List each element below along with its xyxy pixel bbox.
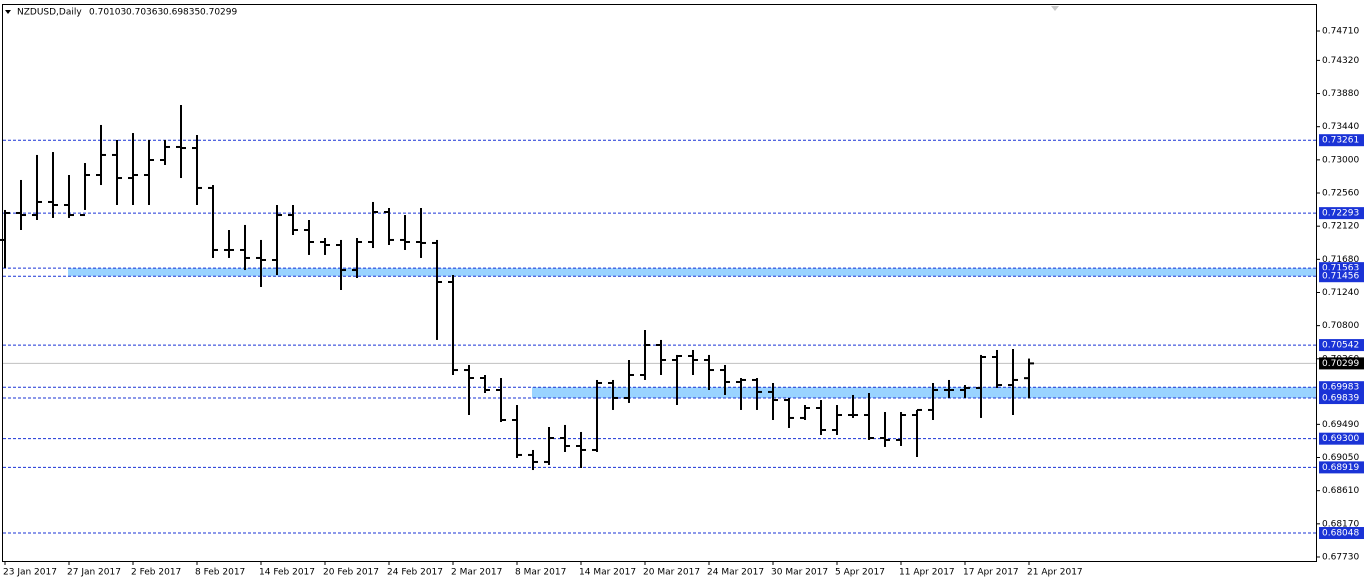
x-tick-label: 23 Jan 2017 bbox=[3, 568, 57, 578]
level-label: 0.71456 bbox=[1322, 272, 1359, 282]
header-high: 0.70363 bbox=[126, 8, 163, 18]
y-tick-label: 0.69050 bbox=[1322, 453, 1359, 463]
x-tick-label: 8 Feb 2017 bbox=[195, 568, 245, 578]
y-tick-label: 0.74320 bbox=[1322, 56, 1359, 66]
y-tick-label: 0.73440 bbox=[1322, 122, 1359, 132]
x-tick-label: 20 Mar 2017 bbox=[643, 568, 700, 578]
header-low: 0.69835 bbox=[163, 8, 200, 18]
menu-arrow[interactable] bbox=[5, 10, 11, 14]
chart-title: NZDUSD,Daily bbox=[17, 8, 82, 18]
y-tick-label: 0.73000 bbox=[1322, 155, 1359, 165]
current-price-label: 0.70299 bbox=[1322, 359, 1359, 369]
shift-marker bbox=[1051, 6, 1059, 11]
current-price-label-bg bbox=[1319, 357, 1364, 370]
level-label-bg bbox=[1319, 207, 1364, 220]
x-tick-label: 5 Apr 2017 bbox=[835, 568, 885, 578]
level-label-bg bbox=[1319, 432, 1364, 445]
x-tick-label: 24 Feb 2017 bbox=[387, 568, 443, 578]
x-tick-label: 21 Apr 2017 bbox=[1027, 568, 1083, 578]
level-label: 0.72293 bbox=[1322, 209, 1359, 219]
plot-frame bbox=[2, 4, 1317, 562]
x-tick-label: 14 Feb 2017 bbox=[259, 568, 315, 578]
y-tick-label: 0.72560 bbox=[1322, 189, 1359, 199]
y-tick-label: 0.68610 bbox=[1322, 486, 1359, 496]
x-tick-label: 20 Feb 2017 bbox=[323, 568, 379, 578]
y-tick-label: 0.69490 bbox=[1322, 420, 1359, 430]
level-label-bg bbox=[1319, 270, 1364, 283]
level-label: 0.68919 bbox=[1322, 463, 1359, 473]
x-tick-label: 27 Jan 2017 bbox=[67, 568, 121, 578]
level-label: 0.71563 bbox=[1322, 264, 1359, 274]
level-label: 0.73261 bbox=[1322, 136, 1359, 146]
level-label-bg bbox=[1319, 527, 1364, 540]
header-close: 0.70299 bbox=[200, 8, 237, 18]
y-tick-label: 0.74710 bbox=[1322, 26, 1359, 36]
level-label-bg bbox=[1319, 392, 1364, 405]
x-tick-label: 11 Apr 2017 bbox=[899, 568, 955, 578]
y-tick-label: 0.67730 bbox=[1322, 552, 1359, 562]
zone bbox=[532, 387, 1316, 399]
x-tick-label: 2 Feb 2017 bbox=[131, 568, 181, 578]
x-tick-label: 2 Mar 2017 bbox=[451, 568, 502, 578]
level-label: 0.69983 bbox=[1322, 383, 1359, 393]
y-tick-label: 0.73880 bbox=[1322, 89, 1359, 99]
level-label-bg bbox=[1319, 339, 1364, 352]
level-label-bg bbox=[1319, 134, 1364, 147]
y-tick-label: 0.72120 bbox=[1322, 222, 1359, 232]
level-label: 0.69300 bbox=[1322, 434, 1359, 444]
level-label-bg bbox=[1319, 461, 1364, 474]
x-tick-label: 8 Mar 2017 bbox=[515, 568, 566, 578]
x-tick-label: 24 Mar 2017 bbox=[707, 568, 764, 578]
zone bbox=[68, 268, 1316, 277]
y-tick-label: 0.71240 bbox=[1322, 288, 1359, 298]
y-tick-label: 0.71680 bbox=[1322, 255, 1359, 265]
level-label: 0.70542 bbox=[1322, 341, 1359, 351]
header-open: 0.70103 bbox=[89, 8, 126, 18]
y-tick-label: 0.70800 bbox=[1322, 321, 1359, 331]
level-label-bg bbox=[1319, 381, 1364, 394]
x-tick-label: 17 Apr 2017 bbox=[963, 568, 1019, 578]
level-label: 0.68048 bbox=[1322, 529, 1359, 539]
x-tick-label: 14 Mar 2017 bbox=[579, 568, 636, 578]
x-tick-label: 30 Mar 2017 bbox=[771, 568, 828, 578]
level-label: 0.69839 bbox=[1322, 394, 1359, 404]
y-tick-label: 0.68170 bbox=[1322, 519, 1359, 529]
